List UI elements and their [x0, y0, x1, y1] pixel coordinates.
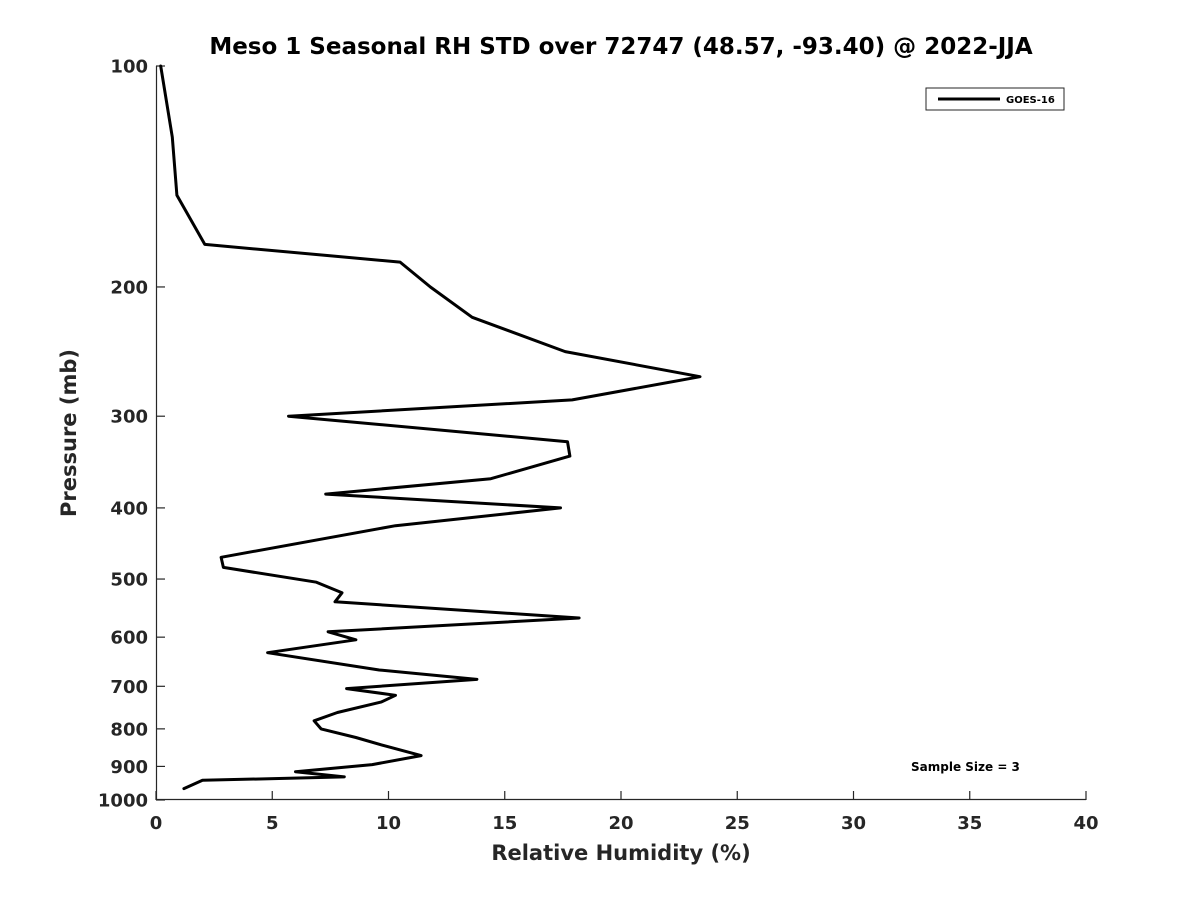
- x-axis-ticks: 0 5 10 15 20 25 30 35 40: [150, 791, 1099, 834]
- y-tick-label: 600: [110, 628, 148, 649]
- x-tick-label: 25: [725, 813, 750, 834]
- series-layer: [159, 64, 702, 791]
- series-line-goes-16: [159, 64, 702, 791]
- x-tick-label: 35: [957, 813, 982, 834]
- legend-label-goes-16: GOES-16: [1006, 95, 1055, 106]
- y-axis-ticks: 100 200 300 400 500 600 700 800 900 1000: [98, 57, 165, 812]
- y-tick-label: 300: [110, 407, 148, 428]
- y-axis-label: Pressure (mb): [57, 349, 81, 517]
- y-tick-label: 900: [110, 757, 148, 778]
- y-tick-label: 800: [110, 719, 148, 740]
- y-tick-label: 700: [110, 677, 148, 698]
- x-tick-label: 20: [608, 813, 633, 834]
- y-tick-label: 500: [110, 570, 148, 591]
- y-tick-label: 1000: [98, 791, 148, 812]
- x-tick-label: 0: [150, 813, 163, 834]
- sample-size-annotation: Sample Size = 3: [911, 760, 1020, 774]
- x-axis-label: Relative Humidity (%): [491, 841, 750, 865]
- x-tick-label: 15: [492, 813, 517, 834]
- legend: GOES-16: [925, 87, 1065, 111]
- x-tick-label: 40: [1073, 813, 1098, 834]
- x-tick-label: 10: [376, 813, 401, 834]
- y-tick-label: 400: [110, 498, 148, 519]
- chart-title: Meso 1 Seasonal RH STD over 72747 (48.57…: [209, 34, 1033, 60]
- y-tick-label: 200: [110, 277, 148, 298]
- x-tick-label: 5: [266, 813, 279, 834]
- y-tick-label: 100: [110, 57, 148, 78]
- x-tick-label: 30: [841, 813, 866, 834]
